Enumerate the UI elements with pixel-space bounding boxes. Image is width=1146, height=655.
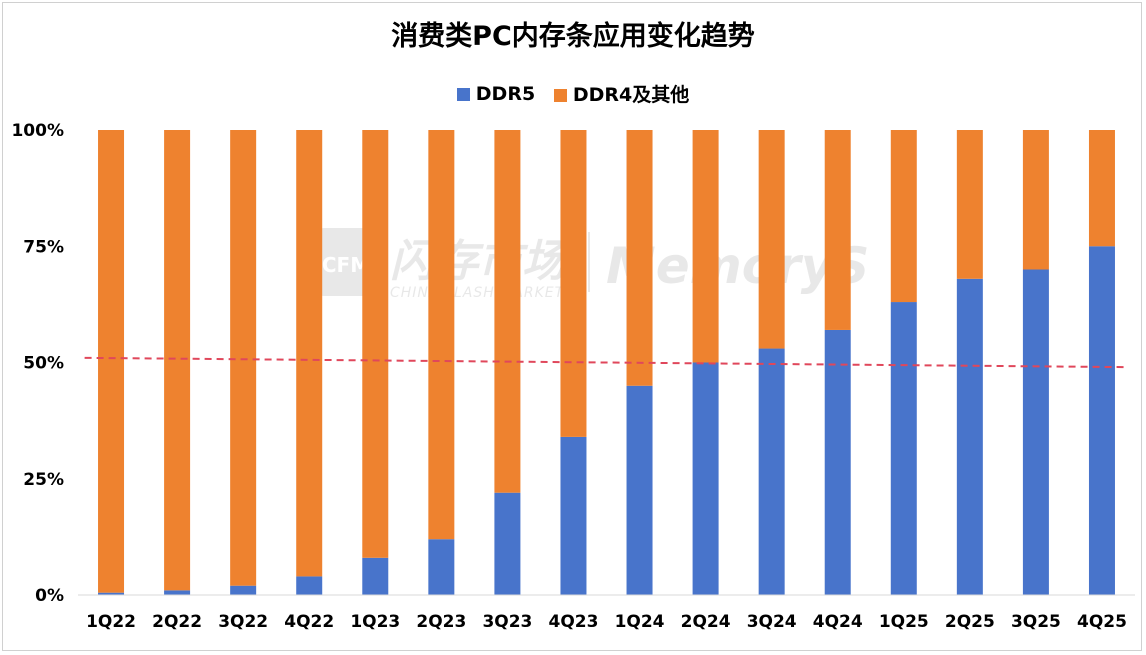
bar-ddr4-2Q22 [164,130,191,591]
x-tick-label: 2Q25 [945,612,995,632]
bar-ddr5-4Q24 [824,329,851,595]
x-tick-label: 2Q23 [416,612,466,632]
y-tick-label: 75% [23,237,64,257]
bar-ddr5-2Q24 [692,362,719,595]
bar-ddr5-3Q22 [230,585,257,595]
bar-ddr4-3Q23 [494,130,521,493]
y-tick-label: 25% [23,470,64,490]
x-tick-label: 1Q25 [879,612,929,632]
bar-ddr5-4Q23 [560,436,587,595]
x-tick-label: 2Q22 [152,612,202,632]
bar-ddr4-2Q24 [692,130,719,363]
x-tick-label: 4Q23 [549,612,599,632]
bar-ddr4-4Q24 [824,130,851,330]
y-tick-label: 0% [35,586,64,606]
x-tick-label: 2Q24 [681,612,731,632]
x-tick-label: 3Q24 [747,612,797,632]
bar-ddr4-4Q23 [560,130,587,437]
bar-ddr4-3Q24 [758,130,785,349]
legend-item-ddr4: DDR4及其他 [553,80,690,107]
bar-ddr4-2Q25 [956,130,983,279]
bar-ddr5-4Q22 [296,576,323,595]
legend-swatch-ddr4 [553,89,567,102]
bar-ddr5-2Q25 [956,278,983,595]
x-tick-label: 1Q24 [615,612,665,632]
x-tick-label: 3Q25 [1011,612,1061,632]
x-tick-label: 3Q23 [482,612,532,632]
x-tick-label: 1Q23 [350,612,400,632]
bar-ddr4-2Q23 [428,130,455,540]
legend-item-ddr5: DDR5 [456,82,536,105]
x-tick-label: 4Q22 [284,612,334,632]
x-tick-label: 3Q22 [218,612,268,632]
bar-ddr5-3Q24 [758,348,785,595]
bar-ddr4-3Q22 [230,130,257,586]
x-tick-label: 4Q24 [813,612,863,632]
bar-ddr4-3Q25 [1022,130,1049,270]
legend-label-ddr4: DDR4及其他 [572,84,690,106]
bar-ddr4-4Q25 [1088,130,1115,247]
x-tick-label: 1Q22 [86,612,136,632]
bar-ddr5-1Q22 [98,592,125,595]
bar-ddr5-1Q25 [890,302,917,595]
bar-ddr5-1Q24 [626,385,653,595]
y-tick-label: 50% [23,354,64,374]
legend-label-ddr5: DDR5 [475,82,536,105]
bar-ddr5-4Q25 [1088,246,1115,595]
bar-ddr5-2Q23 [428,539,455,595]
legend-swatch-ddr5 [456,87,470,101]
bar-ddr4-1Q23 [362,130,389,558]
bar-ddr4-1Q24 [626,130,653,386]
bar-ddr5-2Q22 [164,590,191,595]
bar-ddr5-3Q23 [494,492,521,595]
chart-title: 消费类PC内存条应用变化趋势 [391,21,755,52]
bar-ddr5-3Q25 [1022,269,1049,595]
bar-ddr4-4Q22 [296,130,323,577]
bar-ddr4-1Q22 [98,130,125,593]
bar-ddr4-1Q25 [890,130,917,303]
legend: DDR5 DDR4及其他 [0,80,1146,107]
bar-ddr5-1Q23 [362,557,389,595]
x-tick-label: 4Q25 [1077,612,1127,632]
trendline [84,356,1129,369]
y-tick-label: 100% [11,121,64,141]
